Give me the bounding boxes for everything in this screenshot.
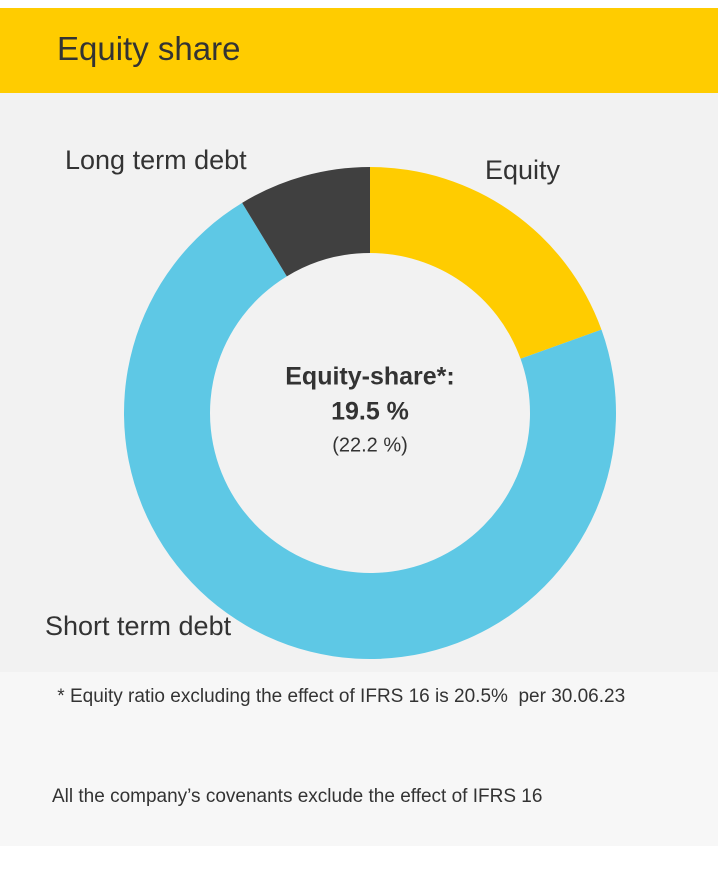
segment-label: Short term debt xyxy=(45,611,232,641)
donut-segment xyxy=(370,167,602,359)
center-label: Equity-share*: xyxy=(285,363,454,391)
center-prior: (22.2 %) xyxy=(332,434,408,456)
footnote: * Equity ratio excluding the effect of I… xyxy=(52,686,626,707)
donut-segment xyxy=(242,167,370,277)
segment-label: Long term debt xyxy=(65,145,247,175)
chart-title: Equity share xyxy=(57,30,241,67)
header: Equity share xyxy=(0,8,718,93)
center-value: 19.5 % xyxy=(331,398,409,426)
donut-segment xyxy=(123,202,616,659)
segment-label: Equity xyxy=(485,155,561,185)
notes-panel xyxy=(0,672,718,846)
footnote: All the company’s covenants exclude the … xyxy=(52,786,543,807)
